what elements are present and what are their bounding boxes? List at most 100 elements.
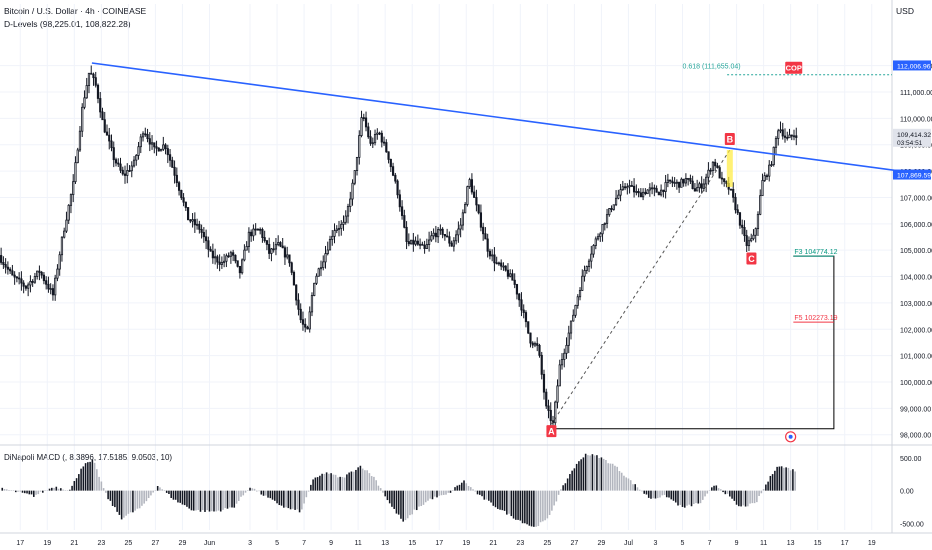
x-tick-label-26: 9 [735, 540, 739, 547]
candle-body-41 [92, 73, 95, 79]
macd-bar-245 [553, 490, 555, 506]
candle-body-334 [752, 234, 755, 240]
macd-bar-303 [683, 490, 686, 508]
candle-body-185 [416, 240, 419, 245]
macd-bar-15 [35, 490, 37, 495]
candle-body-351 [790, 134, 793, 137]
candle-body-79 [177, 182, 181, 191]
macd-bar-125 [283, 490, 285, 508]
candle-body-302 [680, 178, 683, 188]
candle-body-242 [545, 391, 548, 407]
candle-body-53 [119, 163, 122, 171]
macd-bar-231 [521, 490, 524, 524]
x-tick-label-12: 11 [355, 540, 362, 547]
candle-body-205 [461, 212, 464, 226]
candle-body-101 [227, 255, 230, 258]
macd-bar-25 [57, 488, 60, 491]
macd-bar-309 [697, 490, 700, 504]
y-tick-label-4: 102,000.00 [900, 327, 932, 334]
macd-bar-23 [53, 487, 55, 491]
y-tick-label-13: 111,000.00 [900, 90, 932, 97]
candle-body-67 [150, 142, 154, 145]
macd-bar-330 [744, 490, 747, 507]
candle-body-20 [45, 280, 48, 285]
macd-bar-352 [794, 471, 796, 491]
macd-bar-264 [596, 455, 598, 491]
macd-bar-179 [404, 490, 407, 521]
macd-bar-118 [267, 490, 269, 498]
macd-bar-146 [330, 473, 332, 491]
macd-bar-180 [406, 490, 409, 519]
x-tick-label-20: 27 [570, 540, 578, 547]
macd-bar-77 [174, 490, 177, 500]
candle-body-291 [655, 188, 658, 193]
candle-body-145 [326, 249, 329, 255]
macd-tick-label-0: 500.00 [900, 456, 922, 463]
macd-bar-38 [87, 462, 89, 491]
candle-body-179 [403, 215, 406, 228]
candle-body-80 [180, 189, 183, 199]
macd-bar-171 [386, 490, 389, 501]
macd-bar-112 [253, 488, 256, 491]
candle-body-133 [299, 308, 302, 321]
candle-body-265 [596, 236, 600, 240]
macd-bar-204 [460, 482, 463, 491]
macd-bar-262 [591, 454, 594, 491]
macd-bar-2 [5, 489, 8, 491]
macd-bar-140 [316, 477, 319, 491]
macd-bar-184 [415, 490, 418, 511]
candle-body-52 [117, 162, 120, 165]
macd-bar-46 [105, 490, 107, 493]
macd-bar-288 [650, 490, 652, 499]
macd-bar-271 [611, 463, 614, 491]
candle-body-203 [457, 228, 460, 236]
candle-body-139 [313, 282, 316, 296]
macd-bar-212 [478, 490, 481, 495]
candle-body-39 [87, 72, 91, 86]
candle-body-162 [364, 117, 368, 128]
candle-body-81 [182, 197, 185, 203]
x-tick-label-29: 15 [814, 540, 822, 547]
candle-body-172 [387, 151, 390, 160]
macd-bar-30 [69, 489, 71, 491]
macd-bar-156 [352, 471, 355, 491]
candle-body-228 [513, 279, 516, 285]
candle-body-103 [232, 252, 235, 256]
candle-body-261 [587, 260, 591, 267]
macd-bar-252 [569, 474, 571, 491]
candle-body-275 [619, 189, 622, 196]
macd-bar-39 [89, 461, 91, 491]
price-label-bg-1 [893, 128, 931, 147]
macd-bar-157 [355, 469, 357, 491]
macd-bar-149 [337, 477, 339, 491]
chart-title: Bitcoin / U.S. Dollar · 4h · COINBASE [4, 6, 147, 16]
macd-bar-229 [517, 490, 519, 520]
macd-bar-122 [276, 490, 278, 504]
candle-body-195 [439, 228, 442, 231]
macd-bar-228 [515, 490, 517, 520]
candle-body-161 [362, 117, 365, 120]
y-tick-label-2: 100,000.00 [900, 380, 932, 387]
macd-bar-260 [587, 455, 589, 491]
macd-bar-143 [323, 473, 326, 491]
candle-body-282 [635, 191, 638, 193]
candle-body-230 [518, 293, 521, 301]
macd-bar-158 [357, 467, 359, 491]
macd-bar-342 [771, 474, 774, 491]
macd-bar-258 [582, 457, 585, 491]
candle-body-315 [709, 169, 712, 172]
candle-body-19 [42, 274, 46, 282]
macd-bar-280 [632, 484, 634, 491]
candle-body-114 [256, 228, 260, 231]
macd-bar-50 [114, 490, 116, 508]
candle-body-343 [772, 146, 775, 166]
macd-bar-339 [765, 484, 767, 491]
candle-body-151 [340, 223, 343, 229]
candle-body-347 [781, 129, 784, 137]
macd-bar-22 [51, 487, 53, 491]
candle-body-107 [241, 259, 244, 274]
macd-bar-3 [8, 490, 10, 491]
currency-label[interactable]: USD [896, 6, 914, 16]
macd-bar-121 [274, 490, 276, 501]
